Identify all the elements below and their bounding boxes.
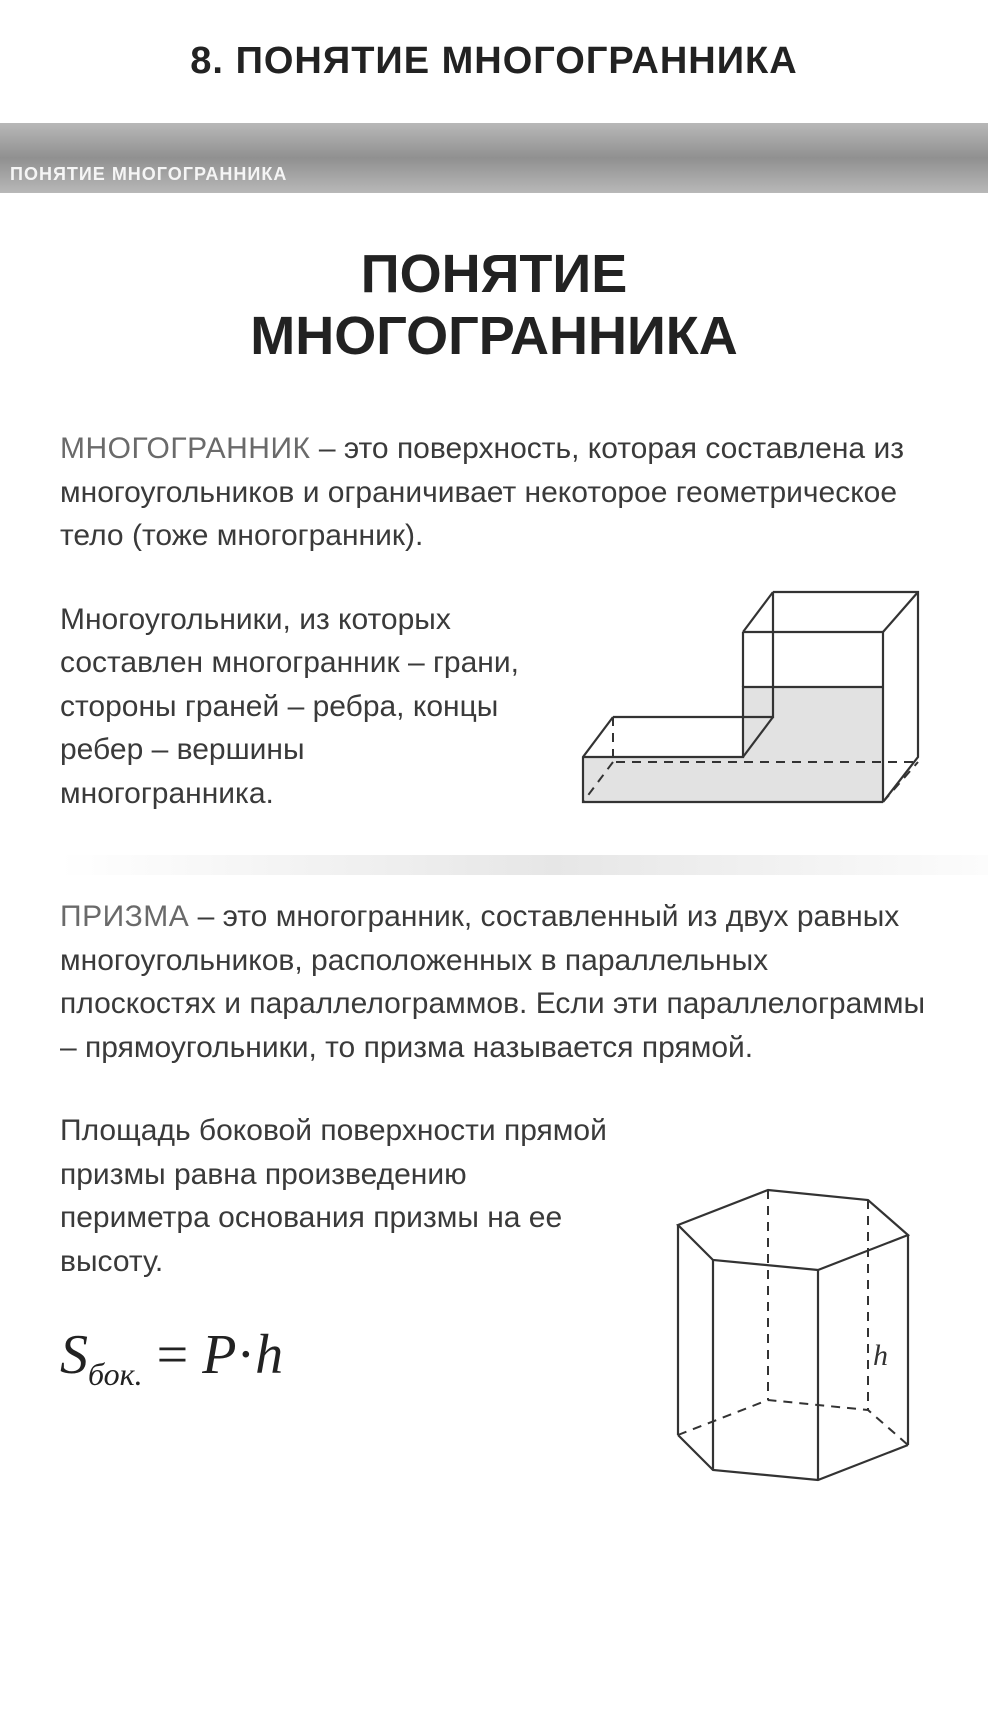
band-label: ПОНЯТИЕ МНОГОГРАННИКА bbox=[10, 164, 287, 185]
definition-text-2: – это многогранник, составленный из двух… bbox=[60, 900, 925, 1064]
shaded-face bbox=[583, 687, 883, 802]
chapter-number: 8. bbox=[190, 40, 224, 82]
definition-paragraph-1b: Многоугольники, из которых составлен мно… bbox=[60, 598, 520, 816]
term-polyhedron: МНОГОГРАННИК bbox=[60, 432, 311, 465]
formula-S: S bbox=[60, 1324, 88, 1386]
edge bbox=[883, 592, 918, 632]
main-title-line2: МНОГОГРАННИКА bbox=[60, 305, 928, 367]
figure-polyhedron bbox=[558, 577, 938, 847]
formula-dot: · bbox=[236, 1324, 255, 1386]
polyhedron-svg bbox=[558, 577, 938, 847]
main-title-line1: ПОНЯТИЕ bbox=[60, 243, 928, 305]
prism-svg: h bbox=[618, 1155, 938, 1495]
hidden-edge bbox=[883, 762, 918, 802]
definition-paragraph-1: МНОГОГРАННИК – это поверхность, которая … bbox=[60, 427, 928, 558]
figure-prism: h bbox=[618, 1155, 938, 1495]
formula-eq: = bbox=[157, 1324, 189, 1386]
definition-block-prism: ПРИЗМА – это многогранник, составленный … bbox=[60, 895, 928, 1393]
formula-P: P bbox=[202, 1324, 236, 1386]
edge bbox=[743, 592, 773, 632]
faint-divider bbox=[60, 855, 988, 875]
chapter-name: ПОНЯТИЕ МНОГОГРАННИКА bbox=[236, 40, 798, 82]
chapter-title: 8. ПОНЯТИЕ МНОГОГРАННИКА bbox=[60, 40, 928, 83]
section-band: ПОНЯТИЕ МНОГОГРАННИКА bbox=[0, 123, 988, 193]
term-prism: ПРИЗМА bbox=[60, 900, 189, 933]
definition-paragraph-2: ПРИЗМА – это многогранник, составленный … bbox=[60, 895, 928, 1069]
prism-height-label: h bbox=[873, 1339, 888, 1372]
definition-block-polyhedron: МНОГОГРАННИК – это поверхность, которая … bbox=[60, 427, 928, 815]
formula-h: h bbox=[255, 1324, 283, 1386]
definition-paragraph-2b: Площадь боковой поверхности прямой призм… bbox=[60, 1109, 620, 1283]
formula-sub: бок. bbox=[88, 1356, 143, 1392]
prism-top bbox=[678, 1190, 908, 1270]
main-title: ПОНЯТИЕ МНОГОГРАННИКА bbox=[60, 243, 928, 367]
